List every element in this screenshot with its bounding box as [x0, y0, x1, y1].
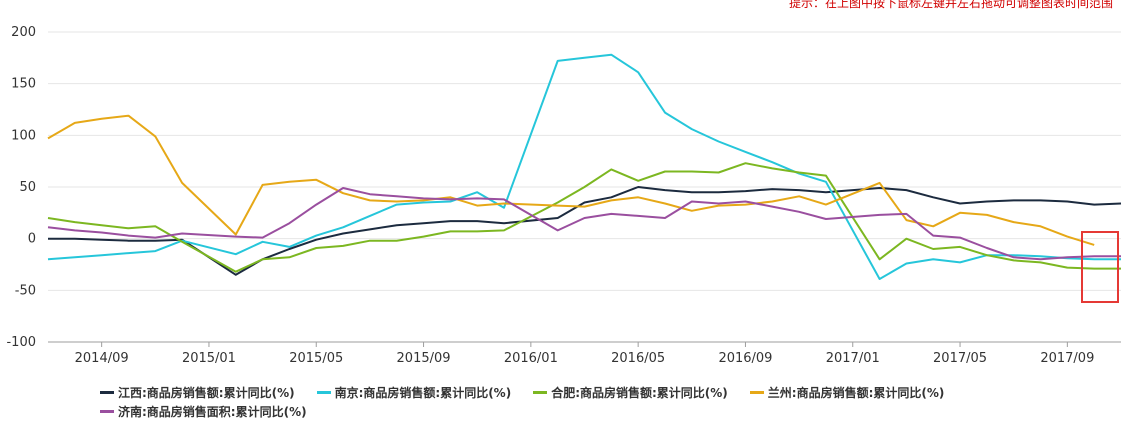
series-lines [47, 53, 1122, 280]
legend-swatch [533, 391, 548, 394]
legend: 江西:商品房销售额:累计同比(%) 南京:商品房销售额:累计同比(%) 合肥:商品房… [100, 383, 1100, 420]
legend-item[interactable]: 兰州:商品房销售额:累计同比(%) [749, 384, 945, 402]
legend-label: 南京:商品房销售额:累计同比(%) [334, 386, 512, 400]
x-tick-label: 2015/01 [182, 351, 236, 366]
x-tick-label: 2014/09 [75, 351, 129, 366]
x-tick-label: 2016/09 [718, 351, 772, 366]
legend-item[interactable]: 江西:商品房销售额:累计同比(%) [100, 384, 295, 402]
x-tick-label: 2015/09 [397, 351, 451, 366]
y-axis: -100 -50 0 50 100 150 200 [6, 25, 36, 350]
series-line-2[interactable] [47, 162, 1121, 273]
legend-swatch [100, 409, 114, 413]
legend-swatch [316, 391, 331, 394]
y-tick-label: -100 [6, 335, 36, 350]
series-line-4[interactable] [47, 187, 1121, 261]
legend-item[interactable]: 南京:商品房销售额:累计同比(%) [316, 384, 512, 402]
legend-item[interactable]: 济南:商品房销售面积:累计同比(%) [100, 402, 307, 420]
grid-lines [48, 31, 1121, 343]
x-tick-label: 2016/01 [504, 351, 558, 366]
y-tick-label: 100 [11, 128, 36, 143]
x-tick-label: 2015/05 [289, 351, 343, 366]
legend-swatch [749, 391, 764, 394]
time-range-hint: 提示：在上图中按下鼠标左键并左右拖动可调整图表时间范围 [788, 0, 1113, 10]
series-line-3[interactable] [47, 114, 1095, 246]
x-axis: 2014/09 2015/01 2015/05 2015/09 2016/01 2016/… [75, 342, 1094, 366]
y-tick-label: 50 [19, 180, 36, 195]
line-chart[interactable]: -100 -50 0 50 100 150 200 2014/09 2015/01 2015/0… [0, 0, 1123, 380]
legend-label: 兰州:商品房销售额:累计同比(%) [767, 386, 945, 400]
x-tick-label: 2017/01 [826, 351, 880, 366]
series-line-1[interactable] [47, 53, 1121, 280]
legend-swatch [100, 391, 114, 394]
y-tick-label: -50 [15, 283, 36, 298]
x-tick-label: 2017/09 [1040, 351, 1094, 366]
legend-label: 济南:商品房销售面积:累计同比(%) [118, 404, 307, 419]
legend-item[interactable]: 合肥:商品房销售额:累计同比(%) [533, 384, 728, 402]
x-tick-label: 2017/05 [933, 351, 987, 366]
y-tick-label: 150 [11, 77, 36, 92]
x-tick-label: 2016/05 [611, 351, 665, 366]
highlight-box [1081, 231, 1119, 303]
legend-label: 江西:商品房销售额:累计同比(%) [118, 386, 295, 400]
y-tick-label: 200 [11, 25, 36, 40]
y-tick-label: 0 [28, 232, 36, 247]
series-line-0[interactable] [48, 186, 1122, 276]
legend-label: 合肥:商品房销售额:累计同比(%) [551, 386, 728, 400]
